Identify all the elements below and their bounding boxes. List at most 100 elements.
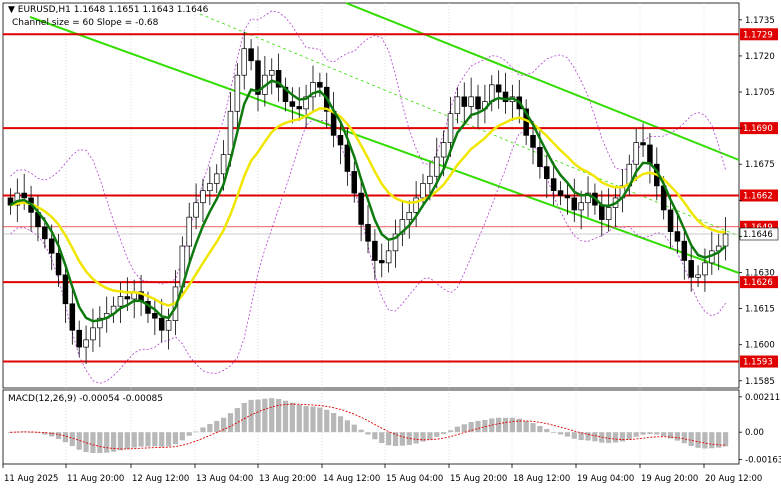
- macd-histogram-bar: [592, 432, 598, 442]
- candle-body: [537, 147, 543, 167]
- candle-body: [461, 96, 468, 107]
- level-tag: [740, 122, 778, 135]
- x-tick-label: 15 Aug 04:00: [386, 474, 443, 484]
- level-tag: [740, 189, 778, 202]
- macd-histogram-bar: [372, 432, 378, 440]
- macd-histogram-bar: [427, 432, 433, 440]
- macd-histogram-bar: [117, 432, 124, 451]
- candle-body: [248, 48, 254, 62]
- macd-histogram-bar: [324, 409, 330, 433]
- candle-body: [55, 252, 62, 276]
- candle-body: [234, 74, 241, 112]
- candle-body: [468, 96, 474, 107]
- candle-body: [585, 192, 591, 204]
- candle-body: [83, 339, 89, 348]
- macd-histogram-bar: [447, 430, 454, 433]
- candle-body: [213, 173, 220, 184]
- macd-histogram-bar: [681, 432, 687, 444]
- channel-midline: [199, 13, 740, 237]
- macd-histogram-bar: [227, 413, 234, 433]
- candle-body: [550, 178, 557, 192]
- candle-body: [722, 233, 729, 247]
- candle-body: [475, 96, 481, 110]
- candle-body: [275, 70, 282, 88]
- macd-histogram-bar: [21, 431, 27, 433]
- candle-body: [440, 142, 447, 158]
- macd-histogram-bar: [702, 432, 708, 449]
- candle-body: [193, 202, 199, 218]
- macd-histogram-bar: [612, 432, 619, 443]
- macd-histogram-bar: [152, 432, 158, 447]
- candle-body: [97, 317, 103, 329]
- level-tag-label: 1.1690: [743, 124, 773, 134]
- x-tick-label: 11 Aug 2025: [4, 474, 58, 484]
- candle-body: [434, 156, 440, 177]
- x-tick-label: 19 Aug 20:00: [641, 474, 698, 484]
- macd-histogram-bar: [585, 432, 591, 441]
- macd-histogram-bar: [468, 422, 474, 433]
- candle-body: [378, 260, 385, 264]
- x-tick-label: 13 Aug 20:00: [259, 474, 316, 484]
- candle-body: [69, 303, 76, 331]
- macd-histogram-bar: [530, 423, 536, 433]
- macd-histogram-bar: [344, 420, 350, 433]
- x-tick-label: 15 Aug 20:00: [450, 474, 507, 484]
- level-tag-label: 1.1662: [743, 192, 773, 202]
- macd-histogram-bar: [647, 432, 653, 435]
- macd-histogram-bar: [578, 432, 584, 441]
- level-tag-label: 1.1729: [743, 30, 773, 40]
- macd-histogram-bar: [145, 432, 151, 447]
- macd-histogram-bar: [606, 432, 612, 443]
- candle-body: [633, 142, 639, 165]
- macd-histogram-bar: [97, 432, 103, 454]
- x-tick-label: 14 Aug 12:00: [323, 474, 380, 484]
- candle-body: [688, 260, 694, 278]
- candle-body: [544, 166, 550, 180]
- candle-body: [502, 91, 509, 103]
- price-axis: 1.17291.16901.16621.16261.15931.16491.16…: [739, 16, 779, 387]
- candle-body: [365, 224, 371, 242]
- macd-histogram-bar: [722, 432, 729, 447]
- candle-body: [337, 134, 344, 146]
- x-tick-label: 18 Aug 12:00: [513, 474, 570, 484]
- y-tick-label: 1.1735: [745, 16, 775, 26]
- candle-body: [351, 171, 358, 194]
- macd-histogram-bar: [461, 424, 467, 433]
- channel-info-text: Channel size = 60 Slope = -0.68: [12, 18, 159, 28]
- candle-body: [117, 296, 124, 307]
- macd-histogram-bar: [200, 427, 206, 433]
- x-tick-label: 19 Aug 04:00: [577, 474, 634, 484]
- price-level-lines: [3, 33, 739, 363]
- candle-body: [227, 110, 234, 155]
- macd-histogram-bar: [179, 432, 185, 441]
- macd-histogram-bar: [564, 432, 571, 437]
- candle-body: [681, 240, 688, 261]
- macd-histogram-bar: [716, 432, 722, 448]
- price-channel: [29, 2, 740, 274]
- macd-histogram-bar: [42, 432, 48, 435]
- macd-histogram-bar: [289, 402, 295, 433]
- macd-histogram-bar: [571, 432, 577, 439]
- macd-histogram-bar: [83, 432, 89, 453]
- candle-body: [702, 262, 708, 276]
- macd-histogram-bar: [262, 398, 268, 433]
- macd-histogram-bar: [28, 431, 34, 433]
- macd-y-tick-label: 0.00211: [745, 393, 780, 403]
- macd-histogram-bar: [709, 432, 715, 449]
- macd-histogram-bar: [399, 432, 405, 446]
- candle-body: [427, 175, 433, 184]
- macd-histogram-bar: [619, 432, 626, 442]
- candle-body: [165, 320, 172, 331]
- macd-histogram-bar: [110, 432, 117, 452]
- x-tick-label: 11 Aug 20:00: [67, 474, 124, 484]
- level-tag-label: 1.1626: [743, 278, 773, 288]
- macd-histogram-bar: [482, 419, 488, 433]
- macd-histogram-bar: [69, 432, 75, 447]
- macd-histogram-bar: [502, 417, 509, 433]
- macd-histogram-bar: [49, 432, 55, 437]
- y-tick-label: 1.1585: [745, 377, 775, 387]
- macd-histogram-bar: [165, 432, 172, 447]
- macd-histogram-bar: [379, 432, 385, 444]
- macd-histogram-bar: [131, 432, 137, 448]
- candle-body: [447, 113, 454, 143]
